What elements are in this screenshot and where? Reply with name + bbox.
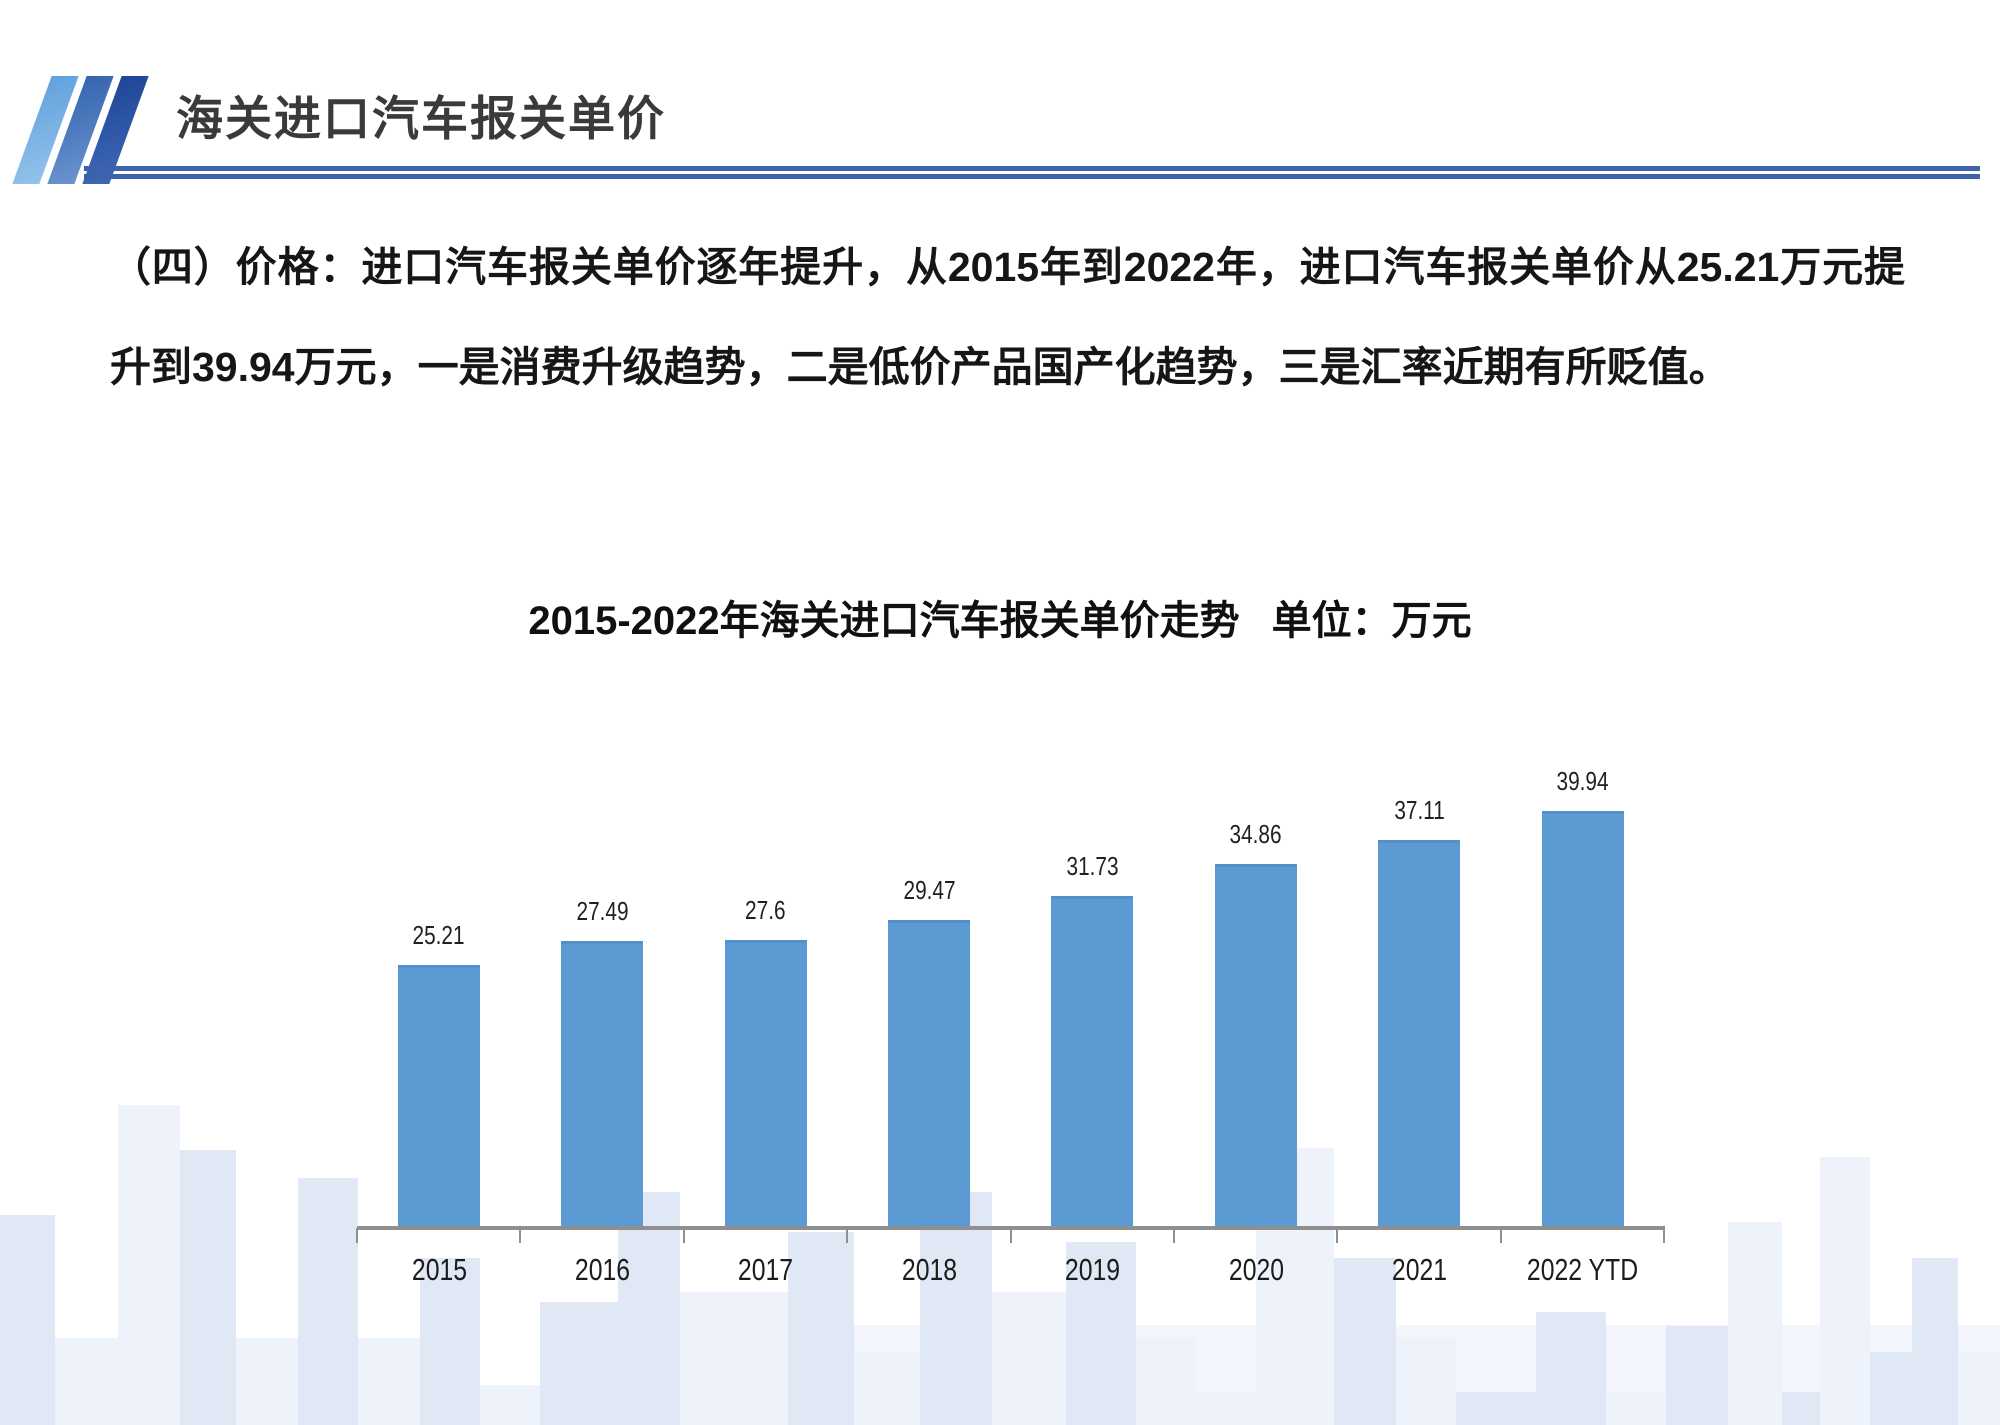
skyline-building — [180, 1150, 236, 1425]
x-axis-tick — [1336, 1228, 1339, 1243]
x-axis-tick — [1173, 1228, 1175, 1243]
x-axis-tick — [846, 1228, 849, 1243]
skyline-building — [1066, 1242, 1136, 1425]
paragraph-line-2: 升到39.94万元，一是消费升级趋势，二是低价产品国产化趋势，三是汇率近期有所贬… — [110, 344, 1730, 390]
skyline-building — [1136, 1338, 1196, 1425]
x-axis-label: 2022 YTD — [1527, 1252, 1639, 1287]
skyline-building — [1334, 1258, 1396, 1425]
chart-title: 2015-2022年海关进口汽车报关单价走势 单位：万元 — [0, 588, 2000, 646]
skyline-building — [55, 1338, 118, 1425]
bar-value-label: 29.47 — [903, 875, 956, 905]
bar-value-label: 25.21 — [412, 920, 466, 950]
bar-2022-ytd — [1541, 811, 1624, 1228]
title-underline — [84, 166, 1980, 179]
skyline-building — [1536, 1312, 1606, 1425]
x-axis-label: 2015 — [411, 1252, 467, 1287]
x-axis-tick — [1499, 1228, 1502, 1243]
skyline-building — [420, 1258, 480, 1425]
paragraph-line-1: （四）价格：进口汽车报关单价逐年提升，从2015年到2022年，进口汽车报关单价… — [110, 244, 1905, 290]
x-axis-label: 2020 — [1228, 1252, 1284, 1287]
skyline-building — [1666, 1326, 1728, 1425]
body-paragraph: （四）价格：进口汽车报关单价逐年提升，从2015年到2022年，进口汽车报关单价… — [110, 238, 1905, 396]
skyline-building — [618, 1192, 680, 1425]
bar-2015 — [397, 965, 480, 1228]
chart-unit-label: 单位：万元 — [1271, 599, 1472, 643]
chart-title-text: 2015-2022年海关进口汽车报关单价走势 — [528, 599, 1240, 643]
bar-value-label: 34.86 — [1229, 819, 1283, 849]
skyline-building — [298, 1178, 358, 1425]
bar-2017 — [724, 940, 807, 1228]
x-axis-tick — [356, 1228, 358, 1243]
skyline-building — [540, 1302, 618, 1425]
x-axis-label: 2017 — [738, 1252, 794, 1287]
x-axis-tick — [1663, 1228, 1666, 1243]
bar-2021 — [1378, 840, 1461, 1228]
page-title: 海关进口汽车报关单价 — [176, 92, 666, 145]
skyline-building — [480, 1385, 540, 1425]
skyline-building — [788, 1232, 854, 1425]
bar-value-label: 31.73 — [1066, 851, 1119, 881]
skyline-building — [1958, 1352, 2000, 1425]
skyline-building — [358, 1338, 420, 1425]
skyline-building — [1456, 1392, 1536, 1425]
skyline-building — [236, 1338, 298, 1425]
skyline-building — [1870, 1352, 1912, 1425]
skyline-building — [680, 1292, 788, 1425]
skyline-building — [0, 1215, 55, 1425]
x-axis-tick — [1009, 1228, 1012, 1243]
skyline-building — [992, 1292, 1066, 1425]
bar-2019 — [1051, 896, 1134, 1228]
x-axis-tick — [519, 1228, 522, 1243]
bar-2020 — [1214, 864, 1297, 1228]
x-axis-tick — [682, 1228, 685, 1243]
plot-area: 25.21 2015 27.49 2016 27.6 2017 29.47 2018 31.73… — [356, 600, 1666, 1287]
bar-value-label: 27.49 — [576, 896, 629, 926]
skyline-building — [854, 1352, 920, 1425]
skyline-building — [1728, 1222, 1782, 1425]
skyline-building — [1820, 1157, 1870, 1425]
x-axis-label: 2016 — [574, 1252, 630, 1287]
x-axis-label: 2019 — [1065, 1252, 1121, 1287]
skyline-building — [920, 1192, 992, 1425]
x-axis-label: 2018 — [901, 1252, 957, 1287]
skyline-building — [1912, 1258, 1958, 1425]
bar-value-label: 37.11 — [1394, 795, 1445, 825]
bar-2016 — [561, 941, 644, 1228]
x-axis-label: 2021 — [1391, 1252, 1447, 1287]
skyline-building — [118, 1105, 180, 1425]
skyline-building — [1782, 1392, 1820, 1425]
bar-2018 — [887, 920, 970, 1228]
bar-value-label: 39.94 — [1556, 766, 1609, 796]
skyline-building — [1606, 1392, 1666, 1425]
skyline-building — [1396, 1338, 1456, 1425]
bar-value-label: 27.6 — [745, 895, 787, 925]
skyline-building — [1196, 1392, 1256, 1425]
